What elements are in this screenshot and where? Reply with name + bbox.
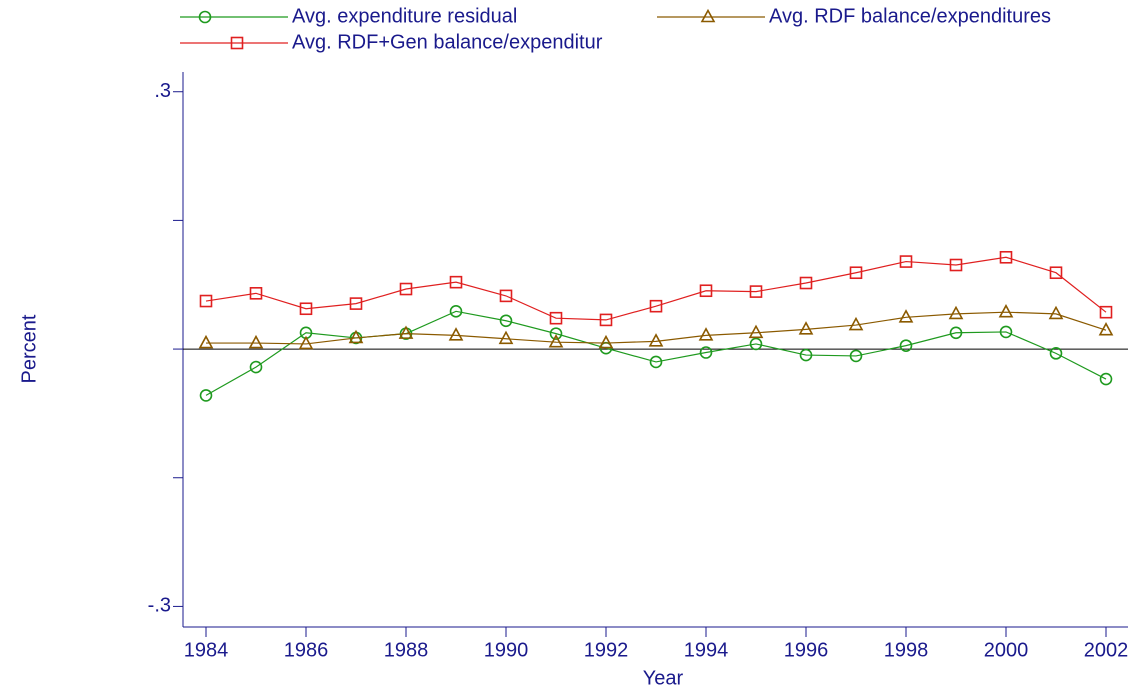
marker [698, 327, 714, 341]
marker [898, 309, 914, 323]
marker [299, 302, 313, 316]
y-axis-title: Percent [18, 314, 40, 383]
marker [1048, 305, 1064, 320]
marker [449, 305, 463, 318]
marker [298, 335, 314, 350]
marker [648, 333, 664, 347]
series-line [206, 311, 1107, 345]
legend-marker [198, 10, 212, 24]
marker [649, 299, 663, 313]
marker [798, 321, 814, 335]
legend-label: Avg. RDF balance/expenditures [769, 5, 1051, 27]
marker [749, 337, 763, 351]
marker [899, 255, 913, 268]
marker [548, 334, 564, 348]
legend-label: Avg. RDF+Gen balance/expenditur [292, 31, 603, 53]
x-tick-label: 1998 [884, 639, 929, 661]
marker [499, 314, 513, 328]
marker [1099, 305, 1113, 319]
marker [999, 250, 1013, 264]
marker [449, 275, 463, 289]
marker [198, 334, 214, 349]
y-tick-label: -.3 [148, 595, 171, 617]
x-tick-label: 2000 [984, 639, 1029, 661]
marker [248, 334, 264, 349]
marker [598, 334, 614, 349]
marker [1049, 266, 1063, 280]
marker [399, 282, 413, 296]
x-tick-label: 1990 [484, 639, 529, 661]
legend-label: Avg. expenditure residual [292, 5, 517, 27]
x-tick-label: 1984 [184, 639, 229, 661]
marker [948, 305, 964, 320]
marker [349, 297, 363, 310]
marker [1099, 372, 1113, 386]
marker [498, 330, 514, 345]
x-axis-title: Year [643, 667, 684, 689]
marker [549, 311, 563, 325]
marker [448, 327, 464, 341]
marker [849, 349, 863, 363]
marker [649, 355, 663, 369]
marker [249, 287, 263, 300]
series-line [205, 310, 1107, 396]
x-tick-label: 1992 [584, 639, 629, 661]
marker [599, 313, 613, 327]
marker [699, 284, 713, 298]
marker [799, 348, 813, 362]
marker [849, 266, 863, 280]
x-tick-label: 1994 [684, 639, 729, 661]
marker [848, 316, 864, 331]
marker [1049, 347, 1063, 360]
marker [199, 389, 213, 402]
marker [1098, 322, 1114, 336]
marker [348, 329, 364, 344]
marker [398, 325, 414, 339]
x-tick-label: 1986 [284, 639, 329, 661]
series-line [205, 256, 1107, 321]
legend-marker [230, 36, 244, 50]
marker [949, 258, 963, 272]
marker [799, 276, 813, 290]
legend-marker [700, 8, 716, 23]
marker [549, 327, 563, 340]
x-tick-label: 1988 [384, 639, 429, 661]
marker [749, 285, 763, 298]
marker [748, 324, 764, 339]
marker [499, 289, 513, 303]
marker [199, 294, 213, 308]
marker [899, 339, 913, 352]
x-tick-label: 1996 [784, 639, 829, 661]
x-tick-label: 2002 [1084, 639, 1129, 661]
marker [998, 304, 1014, 318]
marker [249, 360, 263, 374]
marker [699, 346, 713, 359]
marker [949, 326, 963, 340]
y-tick-label: .3 [154, 80, 171, 102]
marker [999, 325, 1013, 339]
